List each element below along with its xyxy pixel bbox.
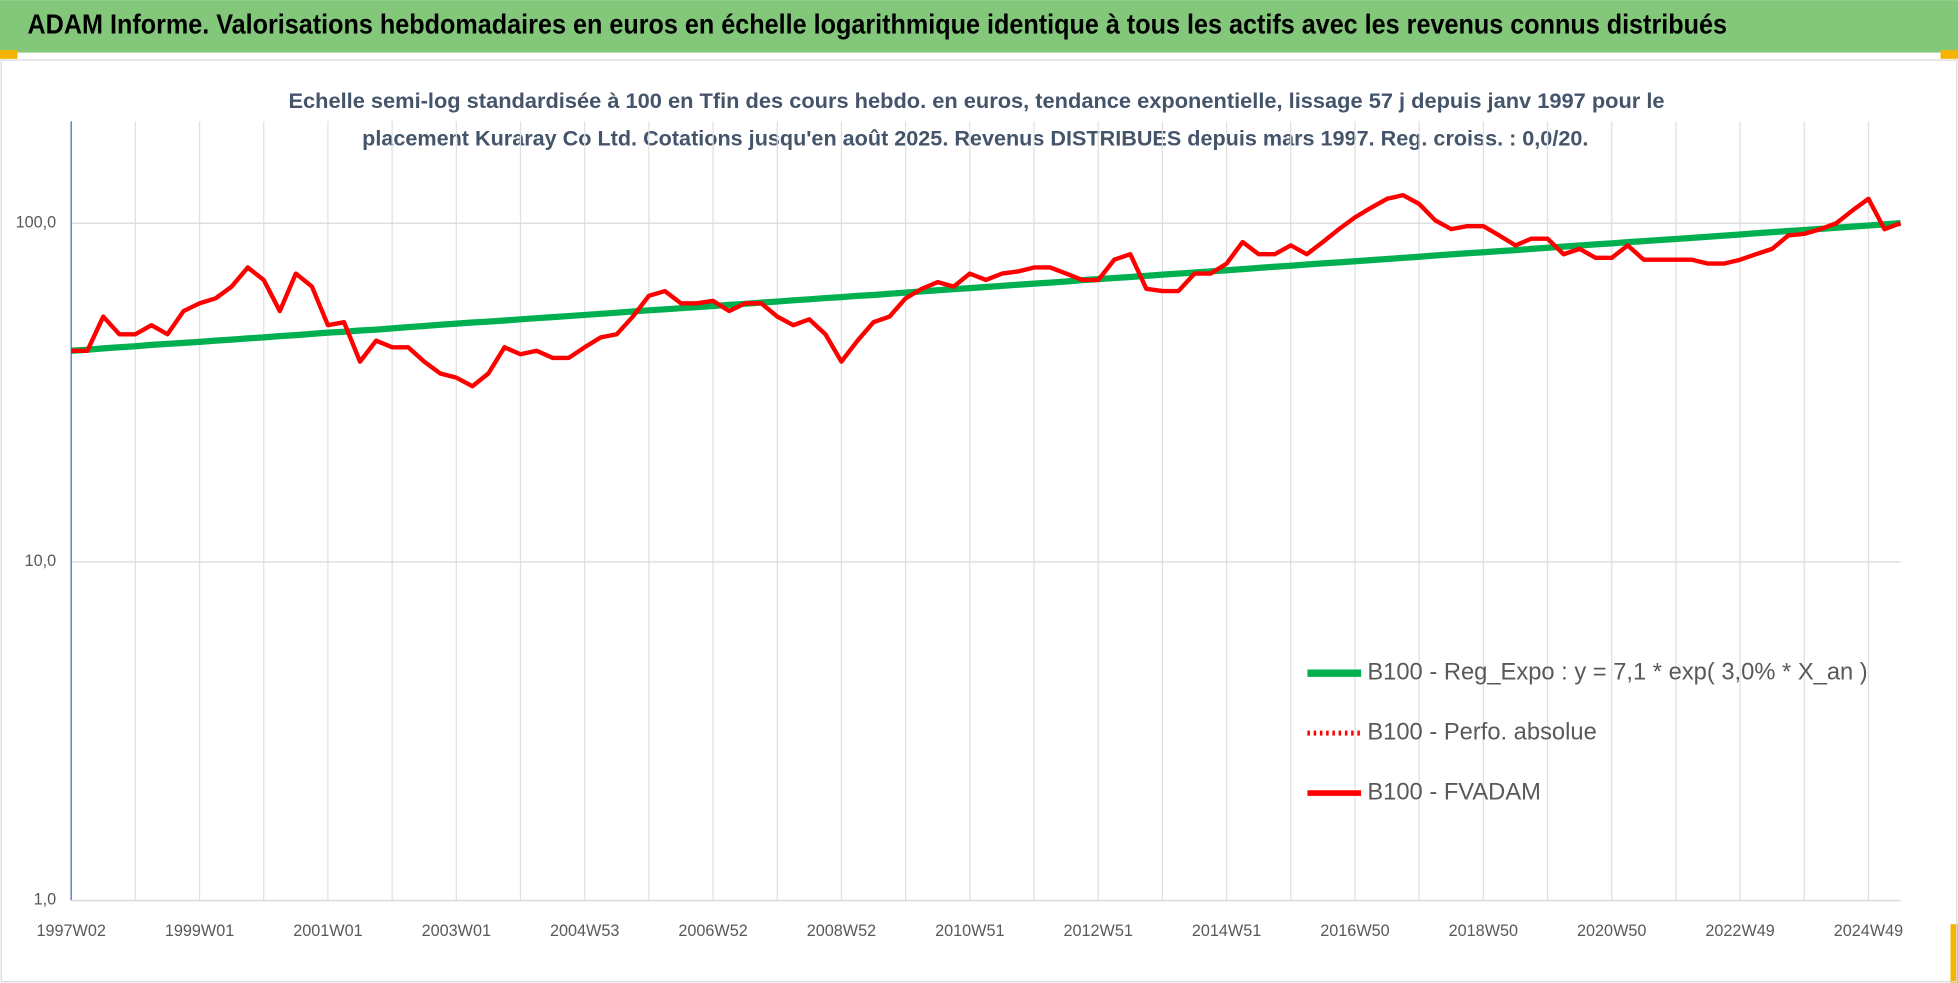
x-tick-label: 2014W51 bbox=[1192, 922, 1261, 940]
chart-title: Echelle semi-log standardisée à 100 en T… bbox=[288, 90, 1664, 113]
corner-mark bbox=[0, 50, 18, 59]
header-title: ADAM Informe. Valorisations hebdomadaire… bbox=[27, 9, 1727, 40]
corner-mark bbox=[1940, 50, 1958, 59]
series-line bbox=[70, 220, 1901, 354]
x-tick-label: 2004W53 bbox=[550, 922, 619, 940]
x-tick-label: 2001W01 bbox=[293, 922, 362, 940]
y-tick-label: 100,0 bbox=[16, 213, 57, 231]
x-tick-label: 2006W52 bbox=[678, 922, 747, 940]
x-tick-label: 2008W52 bbox=[807, 922, 876, 940]
series-line bbox=[71, 192, 1902, 389]
x-tick-label: 1997W02 bbox=[36, 922, 105, 940]
chart-title: placement Kuraray Co Ltd. Cotations jusq… bbox=[362, 128, 1588, 151]
x-tick-label: 2018W50 bbox=[1449, 922, 1518, 940]
header-bar bbox=[0, 0, 1958, 53]
legend-label: B100 - FVADAM bbox=[1367, 779, 1541, 805]
x-tick-label: 2022W49 bbox=[1705, 922, 1774, 940]
x-tick-label: 2024W49 bbox=[1834, 922, 1903, 940]
x-tick-label: 2003W01 bbox=[422, 922, 491, 940]
x-tick-label: 2010W51 bbox=[935, 922, 1004, 940]
legend-label: B100 - Perfo. absolue bbox=[1367, 719, 1596, 745]
y-tick-label: 1,0 bbox=[34, 891, 57, 909]
y-tick-label: 10,0 bbox=[25, 552, 57, 570]
chart-frame bbox=[0, 59, 1958, 983]
legend-label: B100 - Reg_Expo : y = 7,1 * exp( 3,0% * … bbox=[1367, 659, 1867, 685]
x-tick-label: 2016W50 bbox=[1320, 922, 1389, 940]
corner-mark bbox=[1950, 924, 1958, 983]
series-line bbox=[71, 193, 1902, 389]
x-tick-label: 1999W01 bbox=[165, 922, 234, 940]
x-tick-label: 2020W50 bbox=[1577, 922, 1646, 940]
x-tick-label: 2012W51 bbox=[1063, 922, 1132, 940]
